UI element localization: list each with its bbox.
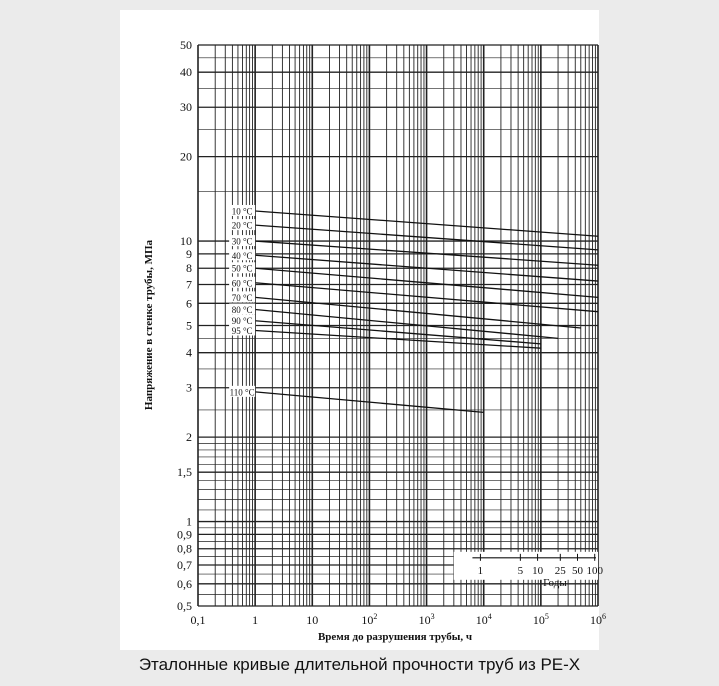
series-label: 50 °C — [232, 264, 253, 274]
series-label-bg — [229, 219, 256, 231]
series-line — [255, 296, 581, 329]
y-tick-label: 50 — [180, 38, 192, 52]
series-label-bg — [229, 314, 256, 326]
series-label: 90 °C — [232, 316, 253, 326]
series-label: 40 °C — [232, 251, 253, 261]
series-label-bg — [229, 291, 256, 303]
x-tick-label: 104 — [476, 612, 492, 627]
y-tick-label: 1,5 — [177, 465, 192, 479]
chart-paper — [120, 10, 599, 650]
years-axis-label: Годы — [543, 577, 567, 589]
series-label: 110 °C — [230, 387, 255, 397]
series-label: 20 °C — [232, 221, 253, 231]
y-axis-label: Напряжение в стенке трубы, МПа — [143, 239, 155, 410]
y-tick-label: 0,6 — [177, 577, 192, 591]
y-tick-label: 30 — [180, 100, 192, 114]
series-label-bg — [229, 276, 256, 288]
y-tick-label: 5 — [186, 319, 192, 333]
series-label-bg — [229, 385, 256, 397]
years-tick-label: 5 — [518, 565, 524, 577]
y-tick-label: 0,9 — [177, 527, 192, 541]
x-tick-label: 10 — [306, 613, 318, 627]
y-tick-label: 1 — [186, 515, 192, 529]
series-label-bg — [229, 235, 256, 247]
y-tick-label: 7 — [186, 278, 192, 292]
y-tick-label: 4 — [186, 346, 192, 360]
y-tick-label: 40 — [180, 65, 192, 79]
series-label-bg — [229, 249, 256, 261]
years-inset-box — [453, 551, 598, 580]
series-line — [255, 282, 599, 313]
series-line — [255, 329, 541, 349]
x-axis-label: Время до разрушения трубы, ч — [318, 631, 472, 643]
y-tick-label: 20 — [180, 150, 192, 164]
series-line — [255, 240, 599, 266]
series-line — [255, 391, 484, 414]
series-label: 70 °C — [232, 293, 253, 303]
x-tick-label: 0,1 — [191, 613, 206, 627]
years-tick-label: 25 — [555, 565, 567, 577]
y-tick-label: 3 — [186, 381, 192, 395]
series-label-bg — [229, 324, 256, 336]
x-tick-label: 106 — [590, 612, 606, 627]
series-layer — [252, 210, 599, 414]
series-line — [255, 254, 599, 282]
y-tick-label: 6 — [186, 296, 192, 310]
series-label: 80 °C — [232, 305, 253, 315]
series-label: 95 °C — [232, 326, 253, 336]
x-tick-label: 102 — [361, 612, 377, 627]
y-tick-label: 0,7 — [177, 558, 192, 572]
x-tick-label: 105 — [533, 612, 549, 627]
y-tick-label: 9 — [186, 247, 192, 261]
y-tick-label: 10 — [180, 234, 192, 248]
x-tick-exponent: 5 — [545, 612, 549, 621]
y-tick-label: 2 — [186, 430, 192, 444]
series-line — [255, 308, 559, 339]
series-label: 30 °C — [232, 237, 253, 247]
x-tick-exponent: 3 — [431, 612, 435, 621]
series-labels: 10 °C 20 °C 30 °C 40 °C 50 °C 60 °C 70 °C 80 °C… — [229, 204, 256, 397]
series-label-bg — [229, 262, 256, 274]
x-tick-exponent: 2 — [373, 612, 377, 621]
y-tick-label: 0,8 — [177, 542, 192, 556]
series-label-bg — [229, 303, 256, 315]
years-tick-label: 50 — [572, 565, 584, 577]
years-inset: 1 5 10 25 50 100 Годы — [453, 551, 603, 589]
series-line — [255, 210, 599, 237]
series-label-bg — [229, 204, 256, 216]
series-line — [255, 224, 599, 251]
series-label: 60 °C — [232, 278, 253, 288]
chart-caption: Эталонные кривые длительной прочности тр… — [138, 655, 581, 674]
series-line — [255, 320, 541, 345]
years-tick-label: 100 — [586, 565, 603, 577]
x-tick-label: 1 — [252, 613, 258, 627]
series-line — [255, 267, 599, 298]
x-tick-exponent: 6 — [602, 612, 606, 621]
series-label: 10 °C — [232, 206, 253, 216]
x-tick-label: 103 — [419, 612, 435, 627]
y-tick-label: 8 — [186, 261, 192, 275]
years-tick-label: 1 — [478, 565, 484, 577]
y-tick-label: 0,5 — [177, 599, 192, 613]
years-tick-label: 10 — [532, 565, 544, 577]
x-tick-exponent: 4 — [488, 612, 492, 621]
